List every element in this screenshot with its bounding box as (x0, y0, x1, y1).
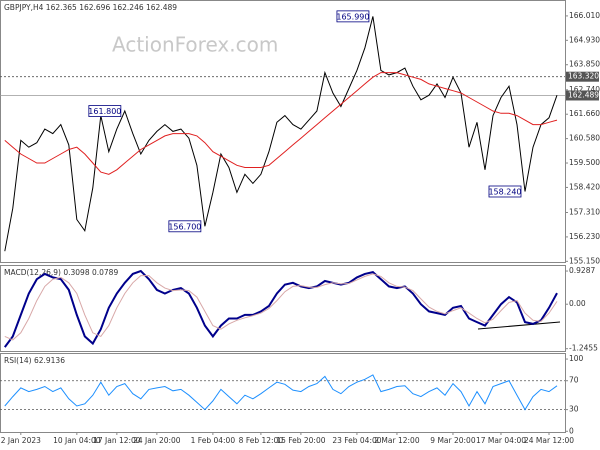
y-tick-label: 160.580 (569, 134, 600, 143)
panel-title: RSI(14) 62.9136 (4, 356, 65, 365)
y-tick-label: 155.150 (569, 256, 600, 265)
panel-title: MACD(12,26,9) 0.3098 0.0789 (4, 268, 118, 277)
series-line (4, 374, 558, 411)
annotation-box (488, 185, 522, 198)
x-tick-label: 24 Jan 20:00 (133, 436, 181, 445)
rsi-panel (0, 353, 566, 433)
x-tick-label: 24 Mar 12:00 (524, 436, 574, 445)
x-tick-label: 2 Mar 12:00 (374, 436, 420, 445)
annotation-box (168, 220, 202, 233)
x-tick-label: 23 Feb 04:00 (332, 436, 381, 445)
series-line (3, 269, 558, 348)
x-tick-label: 9 Mar 20:00 (430, 436, 476, 445)
trend-line (477, 321, 561, 330)
y-tick-label: 163.850 (569, 60, 600, 69)
annotation-label: 156.700 (168, 222, 201, 231)
y-tick-label: -1.2455 (569, 344, 598, 353)
y-tick-label: 159.500 (569, 158, 600, 167)
y-tick-label: 0.00 (569, 299, 586, 308)
y-tick-label: 30 (569, 405, 579, 414)
annotation-box (88, 105, 122, 117)
y-tick-label: 100 (569, 354, 584, 363)
y-tick-label: 0.9287 (569, 266, 595, 275)
level-box (566, 90, 599, 101)
x-tick-label: 17 Jan 12:00 (93, 436, 141, 445)
watermark: ActionForex.com (112, 33, 278, 57)
x-tick-label: 15 Feb 20:00 (276, 436, 325, 445)
y-tick-label: 0 (569, 426, 574, 435)
y-tick-label: 161.660 (569, 109, 600, 118)
y-tick-label: 162.740 (569, 85, 600, 94)
macd-panel (0, 265, 566, 352)
x-tick-label: 8 Feb 12:00 (239, 436, 284, 445)
annotation-box (336, 10, 370, 23)
annotation-label: 158.240 (488, 187, 521, 196)
y-tick-label: 70 (569, 376, 579, 385)
y-tick-label: 164.930 (569, 35, 600, 44)
level-box (566, 71, 599, 82)
x-tick-label: 17 Mar 04:00 (476, 436, 526, 445)
series-line (4, 273, 558, 341)
level-label: 163.320 (568, 72, 599, 81)
x-tick-label: 1 Feb 04:00 (191, 436, 236, 445)
panel-title: GBPJPY,H4 162.365 162.696 162.246 162.48… (4, 3, 177, 12)
y-tick-label: 157.310 (569, 208, 600, 217)
y-tick-label: 156.230 (569, 232, 600, 241)
annotation-label: 165.990 (336, 12, 369, 21)
x-tick-label: 10 Jan 04:00 (53, 436, 101, 445)
x-tick-label: 2 Jan 2023 (1, 436, 41, 445)
price-panel (0, 0, 566, 263)
y-tick-label: 158.420 (569, 182, 600, 191)
series-line (4, 72, 558, 175)
annotation-label: 161.800 (88, 107, 121, 116)
y-tick-label: 166.010 (569, 11, 600, 20)
series-line (4, 16, 558, 252)
level-label: 162.489 (568, 90, 599, 99)
